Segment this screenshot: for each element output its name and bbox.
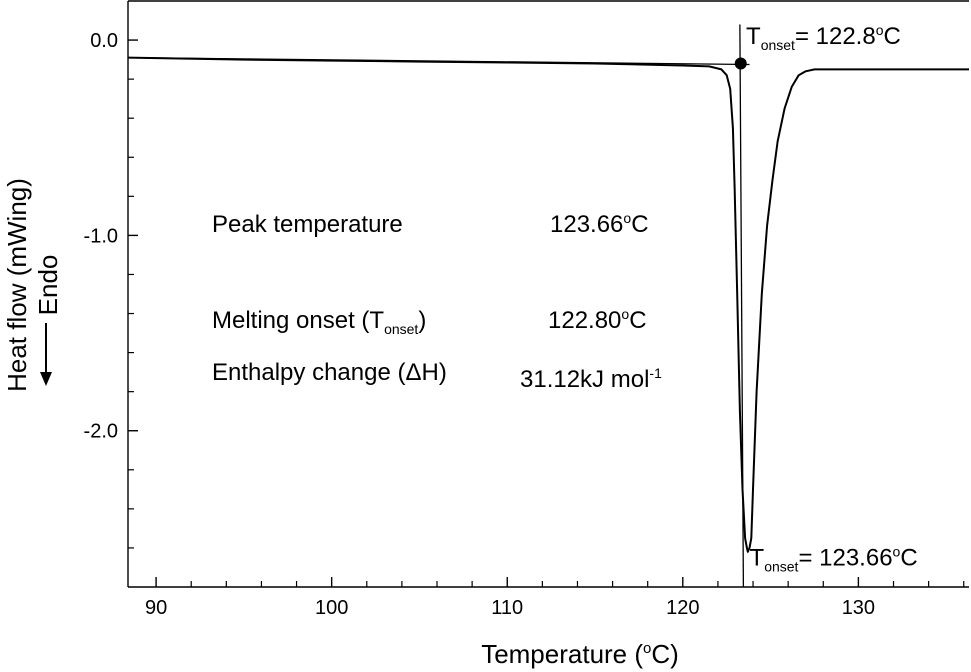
- enthalpy-change-label: Enthalpy change (ΔH): [212, 359, 447, 386]
- onset-annotation-label: Tonset= 122.8oC: [746, 22, 901, 53]
- x-tick-label-0: 90: [145, 597, 167, 619]
- x-tick-label-1: 100: [315, 597, 348, 619]
- peak-annotation-label: Tonset= 123.66oC: [750, 544, 918, 575]
- dsc-curve-line: [127, 56, 969, 553]
- onset-marker-point: [734, 57, 747, 70]
- y-axis-title: Heat flow (mWing): [2, 178, 32, 392]
- y-minor-ticks: [128, 78, 134, 549]
- peak-temperature-value: 123.66oC: [550, 210, 649, 238]
- endo-direction-arrow-icon: [40, 323, 52, 386]
- melting-onset-label: Melting onset (Tonset): [212, 307, 426, 337]
- x-tick-label-3: 120: [666, 597, 699, 619]
- enthalpy-change-value: 31.12kJ mol-1: [520, 365, 662, 393]
- y-tick-label-2: -2.0: [84, 421, 118, 443]
- y-tick-label-0: 0.0: [90, 30, 118, 52]
- y-ticks: 0.0 -1.0 -2.0: [84, 30, 138, 443]
- melting-onset-value: 122.80oC: [548, 306, 647, 334]
- x-ticks: 90 100 110 120 130: [145, 577, 875, 619]
- peak-temperature-label: Peak temperature: [212, 211, 403, 238]
- y-axis-endo-label: Endo: [33, 255, 63, 316]
- x-axis-title: Temperature (oC): [481, 639, 679, 669]
- x-tick-label-2: 110: [491, 597, 523, 619]
- x-minor-ticks: [190, 581, 965, 587]
- x-tick-label-4: 130: [842, 597, 875, 619]
- y-tick-label-1: -1.0: [84, 225, 118, 247]
